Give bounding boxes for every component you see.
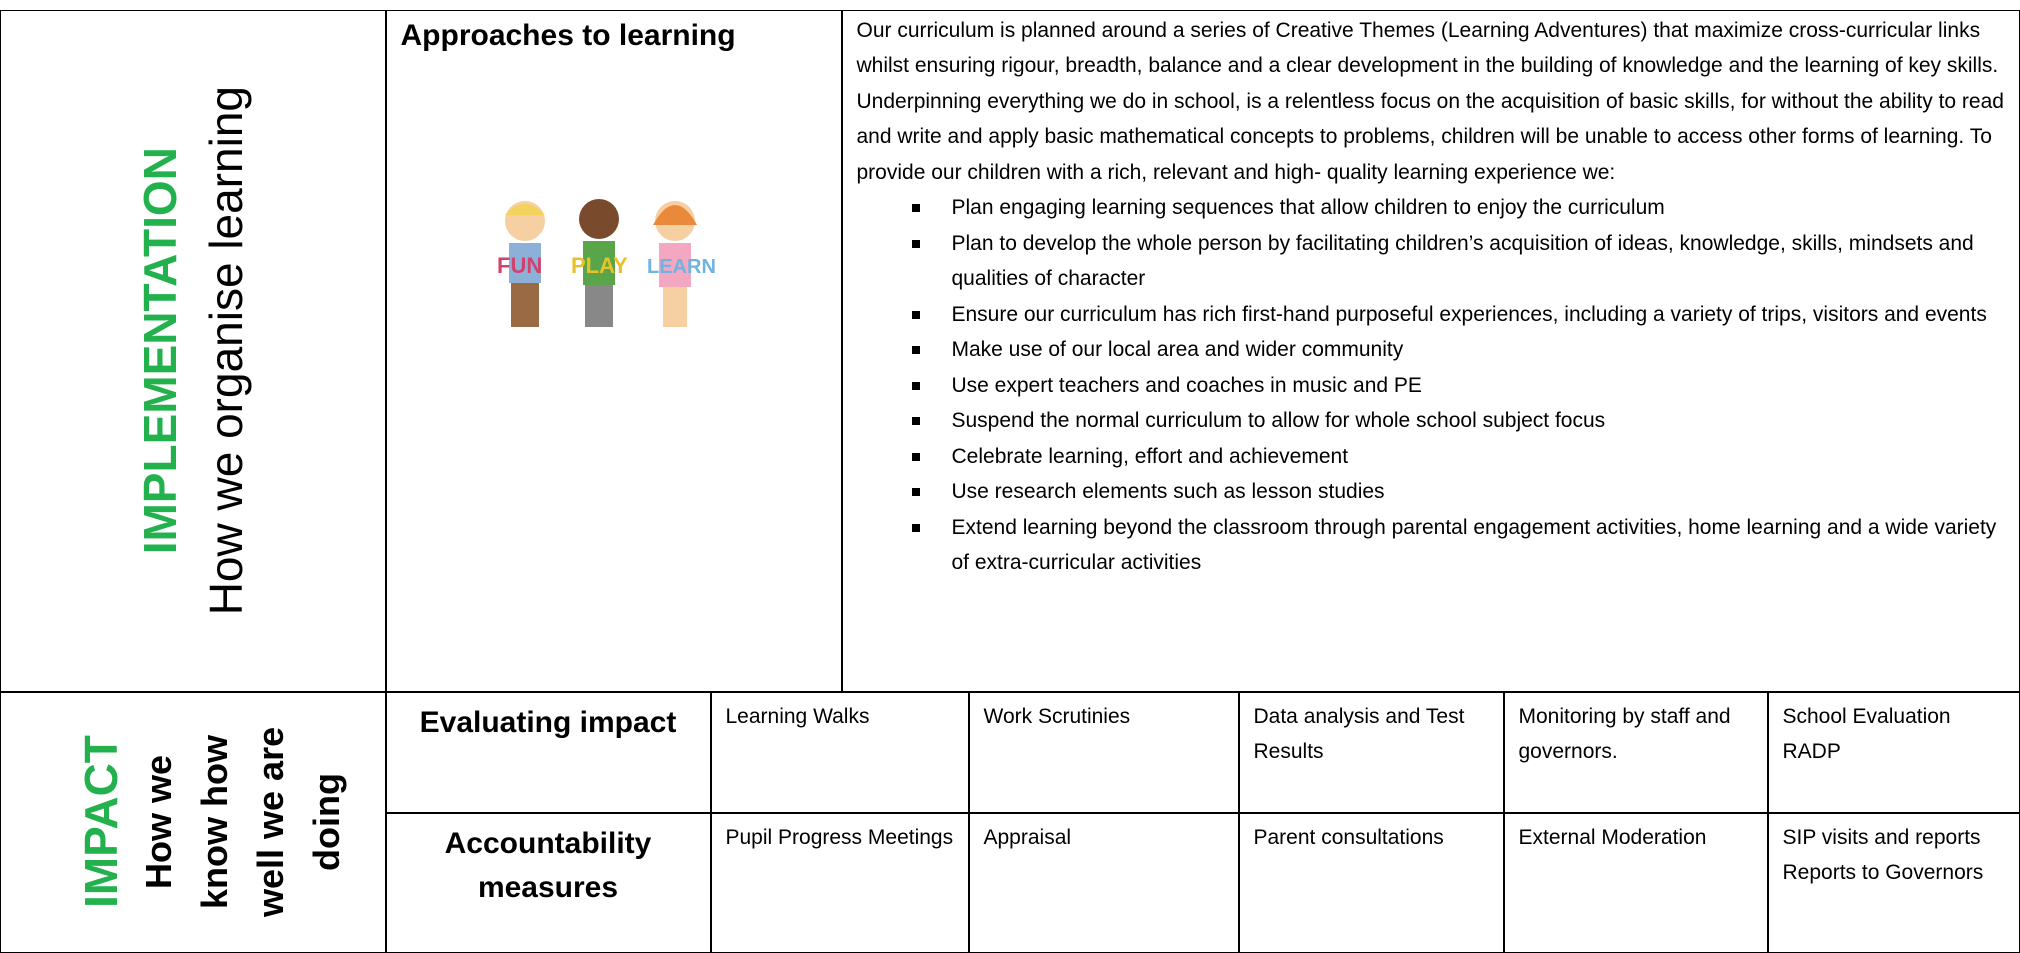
bullet-item: Celebrate learning, effort and achieveme… xyxy=(911,439,2005,475)
grid-cell: Work Scrutinies xyxy=(968,691,1239,813)
bullet-item: Make use of our local area and wider com… xyxy=(911,332,2005,368)
grid-cell: Parent consultations xyxy=(1238,812,1504,953)
grid-cell: Monitoring by staff and governors. xyxy=(1503,691,1768,813)
grid-cell: Data analysis and Test Results xyxy=(1238,691,1504,813)
grid-cell: Learning Walks xyxy=(710,691,969,813)
section-title-cell: Approaches to learning FUN PLAY LEARN xyxy=(385,9,842,692)
section-title: Approaches to learning xyxy=(400,18,736,52)
bullet-item: Use expert teachers and coaches in music… xyxy=(911,368,2005,404)
bullet-item: Extend learning beyond the classroom thr… xyxy=(911,510,2005,581)
text-cell: Our curriculum is planned around a serie… xyxy=(841,9,2020,692)
child: LEARN xyxy=(647,200,716,327)
bullet-list: Plan engaging learning sequences that al… xyxy=(857,190,2005,581)
grid-cell: Appraisal xyxy=(968,812,1239,953)
grid-cell: SIP visits and reports Reports to Govern… xyxy=(1767,812,2020,953)
rotated-text: IMPLEMENTATION How we organise learning xyxy=(127,86,259,615)
impact-subheading: How we know how well we are doing xyxy=(137,726,347,918)
child: FUN xyxy=(497,200,545,327)
bullet-item: Plan to develop the whole person by faci… xyxy=(911,226,2005,297)
svg-text:PLAY: PLAY xyxy=(571,253,628,278)
rotated-text: IMPACT How we know how well we are doing xyxy=(71,722,355,922)
bullet-item: Use research elements such as lesson stu… xyxy=(911,474,2005,510)
implementation-heading-cell: IMPLEMENTATION How we organise learning xyxy=(0,9,386,692)
implementation-subheading: How we organise learning xyxy=(199,85,252,616)
bullet-item: Suspend the normal curriculum to allow f… xyxy=(911,403,2005,439)
row-label: Accountability measures xyxy=(385,812,711,953)
grid-cell: External Moderation xyxy=(1503,812,1768,953)
intro-paragraph: Our curriculum is planned around a serie… xyxy=(856,18,2004,184)
rotated-wrap: IMPLEMENTATION How we organise learning xyxy=(1,11,385,691)
rotated-wrap: IMPACT How we know how well we are doing xyxy=(1,693,385,952)
impact-heading-cell: IMPACT How we know how well we are doing xyxy=(0,691,386,953)
svg-text:FUN: FUN xyxy=(497,253,542,278)
impact-heading: IMPACT xyxy=(74,735,127,909)
grid-cell: Pupil Progress Meetings xyxy=(710,812,969,953)
children-illustration: FUN PLAY LEARN xyxy=(497,198,716,327)
grid-cell: School Evaluation RADP xyxy=(1767,691,2020,813)
bullet-item: Ensure our curriculum has rich first-han… xyxy=(911,297,2005,333)
row-label: Evaluating impact xyxy=(385,691,711,813)
svg-text:LEARN: LEARN xyxy=(647,256,716,278)
child: PLAY xyxy=(571,198,628,327)
implementation-heading: IMPLEMENTATION xyxy=(133,146,186,555)
bullet-item: Plan engaging learning sequences that al… xyxy=(911,190,2005,226)
